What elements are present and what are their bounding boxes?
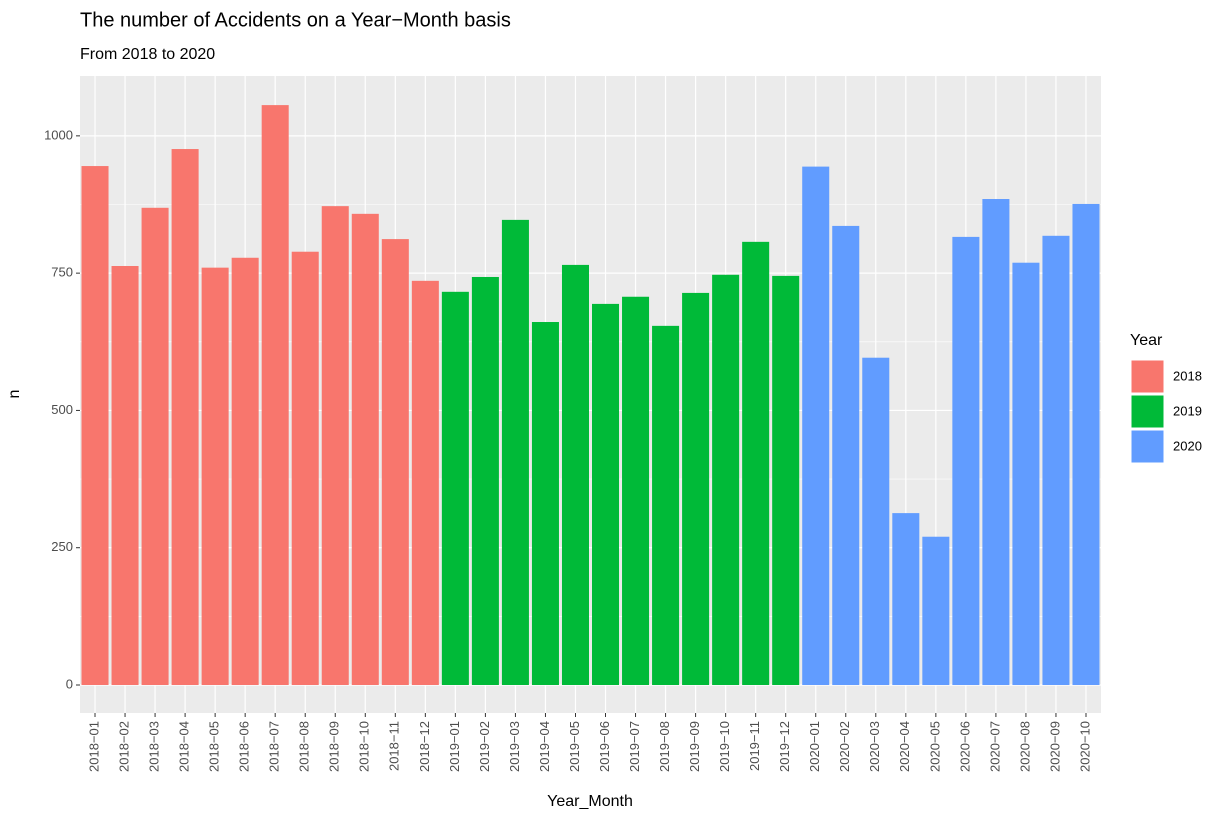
bar <box>81 166 109 685</box>
x-tick-label: 2018−03 <box>147 721 162 772</box>
bar <box>1012 262 1040 685</box>
x-tick-label: 2020−05 <box>927 721 942 772</box>
bar <box>802 166 830 685</box>
x-tick-label: 2020−03 <box>867 721 882 772</box>
bar <box>111 266 139 685</box>
bar <box>411 280 439 685</box>
bar <box>892 513 920 685</box>
y-tick-label: 1000 <box>44 127 73 142</box>
bar <box>261 105 289 685</box>
chart-subtitle: From 2018 to 2020 <box>80 46 215 63</box>
bar <box>531 322 559 685</box>
legend-key <box>1130 429 1165 464</box>
x-tick-label: 2020−01 <box>807 721 822 772</box>
bar <box>652 325 680 685</box>
x-tick-label: 2019−07 <box>627 721 642 772</box>
x-tick-label: 2018−10 <box>357 721 372 772</box>
legend-key <box>1130 359 1165 394</box>
bar <box>772 275 800 685</box>
bar <box>622 296 650 685</box>
x-tick-label: 2019−04 <box>537 721 552 772</box>
x-tick-label: 2019−12 <box>777 721 792 772</box>
x-tick-label: 2018−07 <box>267 721 282 772</box>
x-tick-label: 2018−12 <box>417 721 432 772</box>
bar <box>381 239 409 685</box>
x-tick-label: 2019−11 <box>747 721 762 771</box>
bar <box>201 267 229 685</box>
bar <box>952 236 980 685</box>
x-tick-label: 2020−02 <box>837 721 852 772</box>
x-tick-label: 2020−09 <box>1047 721 1062 772</box>
bar <box>171 149 199 685</box>
bar <box>592 303 620 685</box>
bar <box>922 536 950 685</box>
y-tick-label: 500 <box>51 402 73 417</box>
y-axis-title: n <box>6 390 23 399</box>
x-tick-label: 2019−01 <box>447 721 462 772</box>
x-tick-label: 2018−04 <box>177 721 192 772</box>
bar <box>291 251 319 685</box>
x-tick-label: 2019−06 <box>597 721 612 772</box>
bar <box>471 276 499 685</box>
bar <box>832 225 860 685</box>
x-tick-label: 2020−04 <box>897 721 912 772</box>
x-tick-label: 2020−08 <box>1017 721 1032 772</box>
x-tick-label: 2019−08 <box>657 721 672 772</box>
y-tick-label: 0 <box>66 676 73 691</box>
x-tick-label: 2020−06 <box>957 721 972 772</box>
bar <box>351 213 379 685</box>
bar <box>1072 203 1100 685</box>
legend-key <box>1130 394 1165 429</box>
bar <box>982 199 1010 685</box>
bar <box>501 219 529 685</box>
chart-title: The number of Accidents on a Year−Month … <box>80 9 511 31</box>
x-tick-label: 2019−05 <box>567 721 582 772</box>
bar <box>862 357 890 685</box>
bar <box>1042 235 1070 685</box>
x-tick-label: 2018−06 <box>237 721 252 772</box>
legend-label: 2019 <box>1173 403 1202 418</box>
legend-label: 2020 <box>1173 438 1202 453</box>
x-tick-label: 2018−01 <box>86 721 101 772</box>
x-tick-label: 2018−02 <box>116 721 131 772</box>
x-tick-label: 2020−07 <box>987 721 1002 772</box>
legend-label: 2018 <box>1173 368 1202 383</box>
x-tick-label: 2018−09 <box>327 721 342 772</box>
x-tick-label: 2018−11 <box>387 721 402 771</box>
y-tick-label: 250 <box>51 539 73 554</box>
bar <box>712 274 740 685</box>
x-tick-label: 2020−10 <box>1077 721 1092 772</box>
bar <box>682 292 710 685</box>
x-tick-label: 2019−10 <box>717 721 732 772</box>
bar <box>321 206 349 685</box>
x-tick-label: 2019−03 <box>507 721 522 772</box>
x-tick-label: 2018−05 <box>207 721 222 772</box>
x-tick-label: 2018−08 <box>297 721 312 772</box>
bar <box>742 241 770 685</box>
y-tick-label: 750 <box>51 265 73 280</box>
x-tick-label: 2019−09 <box>687 721 702 772</box>
x-tick-label: 2019−02 <box>477 721 492 772</box>
legend-title: Year <box>1130 332 1163 349</box>
bar <box>141 207 169 685</box>
bar <box>561 264 589 685</box>
bar <box>231 257 259 685</box>
bar <box>441 291 469 685</box>
x-axis-title: Year_Month <box>547 793 633 810</box>
